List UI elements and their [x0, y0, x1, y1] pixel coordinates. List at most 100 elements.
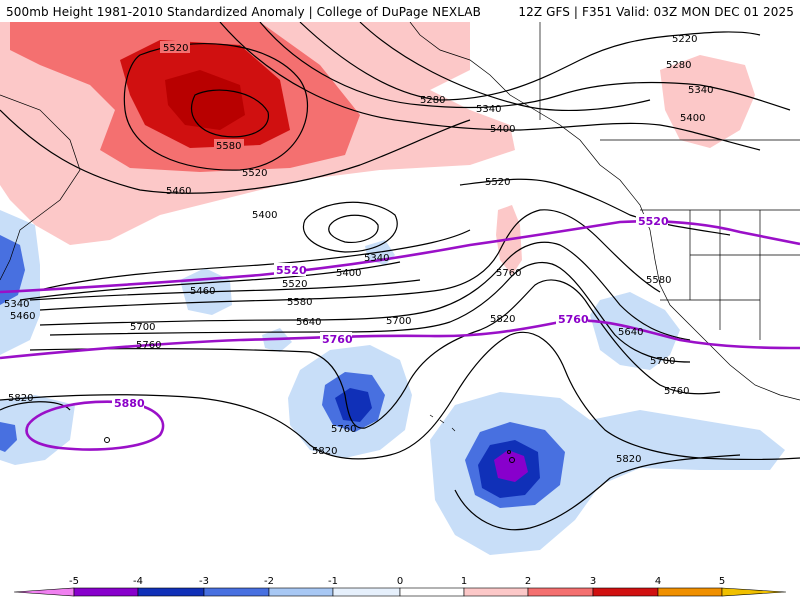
colorbar-label: 2	[525, 576, 531, 587]
contour-label: 5700	[130, 322, 155, 333]
contour-label: 5760	[664, 386, 689, 397]
swatch-neg4-neg3	[137, 587, 205, 597]
anomaly-neg3-central	[335, 388, 372, 422]
hawaii-islands	[429, 414, 456, 432]
highlight-label: 5760	[558, 313, 589, 326]
swatch-below-neg5	[13, 587, 75, 597]
contour-label: 5460	[190, 286, 215, 297]
contour-label: 5760	[496, 268, 521, 279]
anomaly-pos4-core	[165, 70, 245, 130]
contour-label: 5340	[688, 85, 713, 96]
swatch-neg2-neg1	[268, 587, 334, 597]
contour-label: 5400	[490, 124, 515, 135]
contour-5400-south	[39, 229, 471, 291]
contour-5460-south	[19, 261, 401, 301]
swatch-neg1-0	[332, 587, 401, 597]
swatch-neg5-neg4	[73, 587, 139, 597]
contour-label: 5760	[331, 424, 356, 435]
colorbar-swatches	[13, 587, 787, 597]
low-center-mark-2	[507, 450, 511, 454]
colorbar-label: -3	[199, 576, 209, 587]
alaska-coast	[409, 21, 800, 401]
contour-label: 5220	[672, 34, 697, 45]
highlight-label: 5520	[638, 215, 669, 228]
contour-label: 5760	[136, 340, 161, 351]
swatch-pos4-pos5	[657, 587, 723, 597]
contour-5520-south	[29, 279, 421, 301]
contour-label: 5820	[8, 393, 33, 404]
swatch-neg3-neg2	[203, 587, 270, 597]
colorbar-label: -2	[264, 576, 274, 587]
swatch-0-pos1	[399, 587, 465, 597]
small-closed-marks	[104, 437, 515, 463]
swatch-pos1-pos2	[463, 587, 529, 597]
colorbar-label: -4	[133, 576, 143, 587]
contour-5280	[299, 21, 761, 101]
contour-label: 5280	[666, 60, 691, 71]
contour-5760	[29, 279, 721, 429]
contour-5520-mid	[459, 178, 731, 236]
contour-label: 5580	[216, 141, 241, 152]
positive-anomaly-shading	[0, 22, 755, 275]
anomaly-neg4-east-core	[494, 450, 528, 482]
contour-label: 5400	[336, 268, 361, 279]
contour-label: 5820	[312, 446, 337, 457]
map-header: 500mb Height 1981-2010 Standardized Anom…	[0, 0, 800, 22]
contour-5340	[259, 21, 791, 111]
contour-label: 5280	[420, 95, 445, 106]
contour-label: 5520	[282, 279, 307, 290]
contour-label: 5340	[364, 253, 389, 264]
anomaly-neg1-coast	[590, 292, 680, 370]
colorbar-label: 1	[461, 576, 467, 587]
contour-label: 5700	[386, 316, 411, 327]
contour-label: 5520	[163, 43, 188, 54]
contour-5340-closed	[328, 214, 379, 243]
contour-5520-closed	[123, 42, 309, 171]
contour-5460-upper	[359, 21, 651, 112]
swatch-above-pos5	[721, 587, 787, 597]
contour-5760-east-low	[454, 454, 741, 531]
colorbar-label: 3	[590, 576, 596, 587]
high-center-mark	[104, 437, 110, 443]
purple-5760	[0, 319, 800, 360]
highlight-label: 5880	[114, 397, 145, 410]
purple-5520	[0, 220, 800, 294]
contour-5580-closed	[191, 89, 269, 138]
contour-label: 5520	[485, 177, 510, 188]
contour-label: 5700	[650, 356, 675, 367]
model-run-info: 12Z GFS | F351 Valid: 03Z MON DEC 01 202…	[518, 5, 794, 19]
contour-5700	[49, 261, 691, 363]
contour-label: 5340	[476, 104, 501, 115]
contour-label-group: 5520 5580 5520 5460 5400 5340 5280 5340 …	[4, 34, 713, 465]
contour-label: 5820	[616, 454, 641, 465]
colorbar-label: -1	[328, 576, 338, 587]
swatch-pos2-pos3	[527, 587, 594, 597]
colorbar-label: 4	[655, 576, 661, 587]
contour-5400-closed	[302, 201, 398, 253]
contour-label: 5580	[287, 297, 312, 308]
low-center-mark	[509, 457, 515, 463]
purple-5880-closed	[25, 400, 165, 451]
contour-5640	[39, 241, 691, 341]
highlight-contours	[0, 220, 800, 451]
colorbar-label: 5	[719, 576, 725, 587]
anomaly-neg2-west-lower	[0, 422, 17, 452]
state-borders	[660, 210, 800, 340]
contour-label: 5580	[646, 275, 671, 286]
contour-5820	[0, 331, 800, 461]
highlight-label: 5760	[322, 333, 353, 346]
product-title: 500mb Height 1981-2010 Standardized Anom…	[6, 5, 481, 19]
swatch-pos3-pos4	[592, 587, 659, 597]
highlight-label: 5520	[276, 264, 307, 277]
highlight-label-group: 5520 5520 5760 5760 5880	[112, 214, 669, 410]
contour-5400	[219, 21, 761, 151]
contour-5460	[0, 109, 471, 194]
contour-label: 5640	[296, 317, 321, 328]
anomaly-neg2-west-edge	[0, 235, 25, 305]
contour-label: 5400	[252, 210, 277, 221]
contour-label: 5460	[166, 186, 191, 197]
colorbar-label: -5	[69, 576, 79, 587]
contour-label: 5460	[10, 311, 35, 322]
height-contours	[0, 21, 800, 531]
